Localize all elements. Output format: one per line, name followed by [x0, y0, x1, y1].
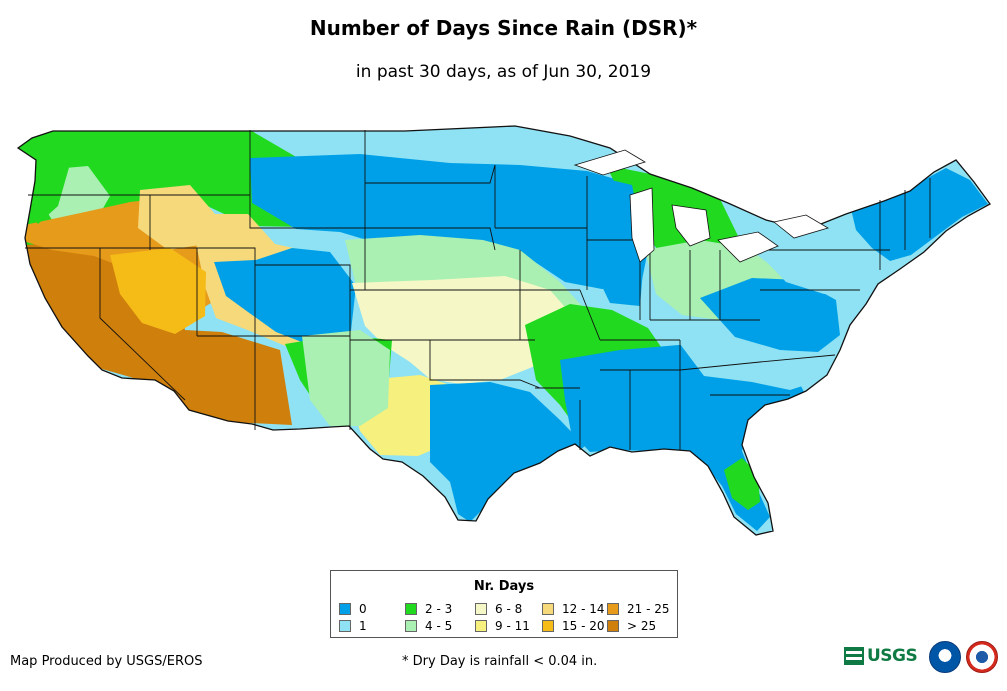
texas-wet-zone [430, 382, 585, 522]
precip-zones [18, 126, 990, 535]
legend-swatch-4 [475, 603, 487, 615]
usgs-mark-icon [844, 647, 864, 665]
legend-swatch-8 [607, 603, 619, 615]
legend-label-9: > 25 [627, 619, 657, 633]
produced-by-text: Map Produced by USGS/EROS [10, 654, 203, 669]
midatlantic-wet-zone [700, 278, 840, 352]
legend-label-0: 0 [359, 602, 367, 616]
state-boundaries [25, 130, 931, 450]
legend-swatch-2 [405, 603, 417, 615]
usgs-logo: USGS [844, 644, 922, 668]
legend-label-3: 4 - 5 [425, 619, 453, 633]
legend-label-1: 1 [359, 619, 367, 633]
weather-service-logo-icon [966, 641, 998, 673]
new-mexico-mixed-zone [302, 330, 390, 426]
legend-label-2: 2 - 3 [425, 602, 453, 616]
legend-swatch-9 [607, 620, 619, 632]
new-england-wet-zone [850, 168, 988, 261]
noaa-logo-icon [929, 641, 961, 673]
legend-swatch-7 [542, 620, 554, 632]
legend-swatch-5 [475, 620, 487, 632]
us-outline [16, 125, 991, 536]
legend-label-4: 6 - 8 [495, 602, 523, 616]
legend-swatch-3 [405, 620, 417, 632]
idaho-dry-pocket [138, 185, 215, 250]
legend-label-7: 15 - 20 [562, 619, 605, 633]
legend-item-3: 4 - 5 [405, 619, 452, 633]
legend: Nr. Days 0 1 2 - 3 4 - 5 6 - 8 9 - 11 12… [330, 570, 678, 638]
legend-item-7: 15 - 20 [542, 619, 605, 633]
legend-item-2: 2 - 3 [405, 602, 452, 616]
usgs-logo-text: USGS [867, 646, 918, 666]
map-subtitle: in past 30 days, as of Jun 30, 2019 [355, 62, 652, 82]
florida-green-pocket [724, 458, 760, 510]
legend-item-0: 0 [339, 602, 367, 616]
colorado-wet-zone [214, 248, 356, 346]
legend-label-6: 12 - 14 [562, 602, 605, 616]
legend-item-8: 21 - 25 [607, 602, 670, 616]
legend-item-4: 6 - 8 [475, 602, 522, 616]
legend-item-5: 9 - 11 [475, 619, 530, 633]
legend-swatch-1 [339, 620, 351, 632]
legend-item-9: > 25 [607, 619, 656, 633]
central-yellow-zone [352, 276, 578, 384]
great-lakes [573, 149, 829, 263]
legend-label-8: 21 - 25 [627, 602, 670, 616]
northern-plains-wet-zone [250, 154, 650, 289]
california-high-dsr-zone [20, 240, 292, 425]
legend-item-1: 1 [339, 619, 367, 633]
legend-item-6: 12 - 14 [542, 602, 605, 616]
legend-title: Nr. Days [473, 579, 535, 594]
nevada-dry-pocket [110, 248, 206, 334]
legend-swatch-6 [542, 603, 554, 615]
legend-label-5: 9 - 11 [495, 619, 530, 633]
legend-swatch-0 [339, 603, 351, 615]
dry-day-note: * Dry Day is rainfall < 0.04 in. [402, 654, 598, 669]
map-title: Number of Days Since Rain (DSR)* [309, 16, 698, 40]
